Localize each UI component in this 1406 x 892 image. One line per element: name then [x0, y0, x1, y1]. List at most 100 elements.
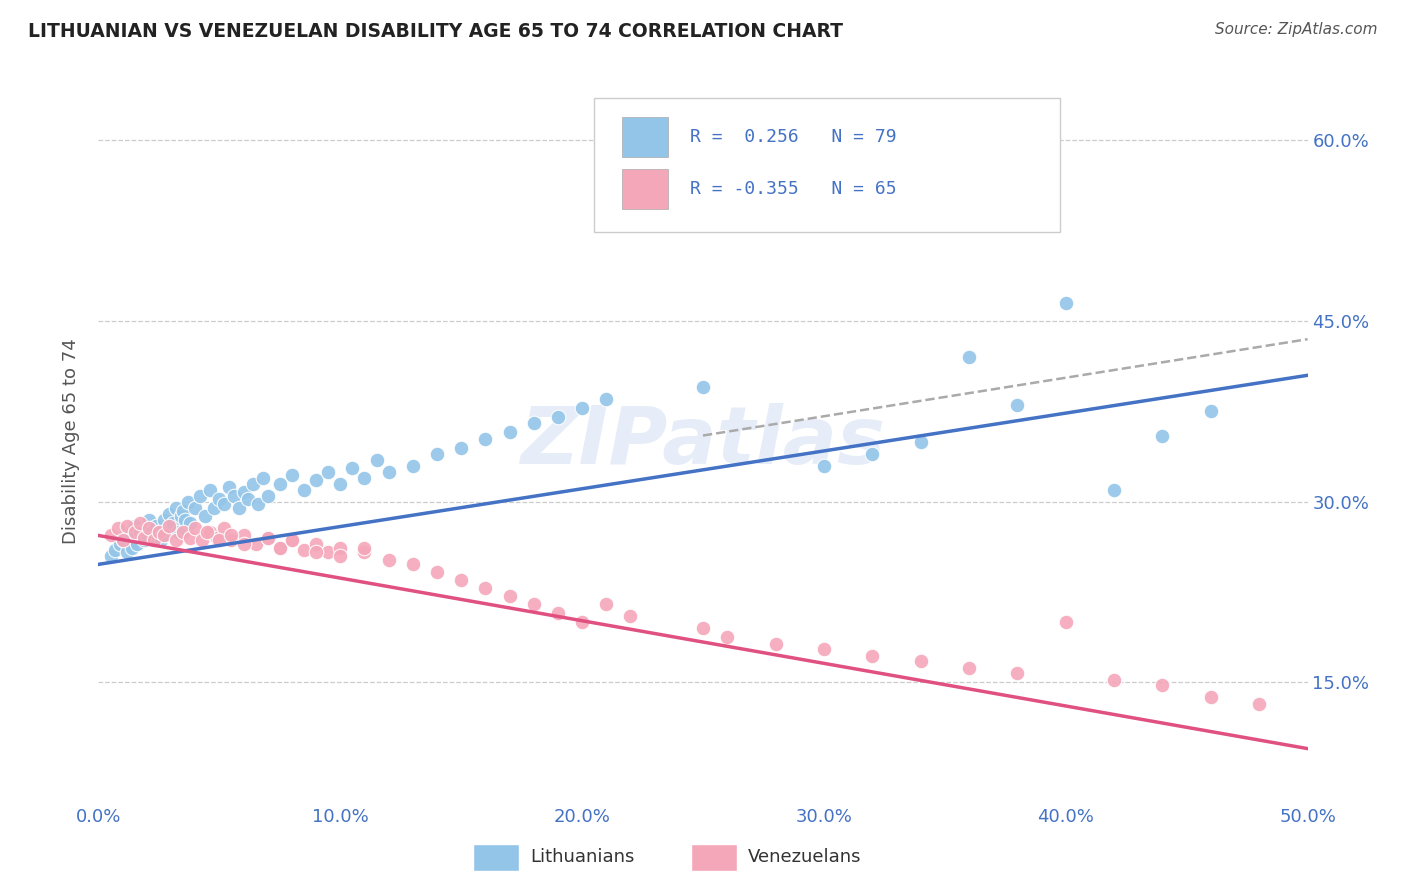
Point — [523, 597, 546, 611]
Point — [148, 524, 170, 539]
Point — [329, 476, 352, 491]
Point — [342, 461, 364, 475]
Point — [571, 401, 593, 415]
Point — [1007, 665, 1029, 680]
Y-axis label: Disability Age 65 to 74: Disability Age 65 to 74 — [62, 339, 80, 544]
Point — [1054, 296, 1077, 310]
Point — [141, 524, 163, 539]
Point — [128, 524, 150, 539]
Point — [692, 621, 714, 635]
Point — [188, 489, 211, 503]
Point — [150, 533, 173, 548]
Point — [198, 524, 221, 539]
Point — [571, 615, 593, 630]
Bar — [621, 117, 668, 156]
Point — [765, 157, 787, 171]
Point — [402, 458, 425, 473]
Text: Venezuelans: Venezuelans — [748, 848, 862, 866]
Point — [353, 541, 375, 555]
Point — [1054, 615, 1077, 630]
Point — [450, 441, 472, 455]
Point — [191, 533, 214, 548]
Point — [212, 497, 235, 511]
Point — [143, 531, 166, 545]
Point — [595, 597, 617, 611]
Point — [148, 524, 170, 539]
Point — [269, 541, 291, 555]
Point — [232, 537, 254, 551]
Point — [377, 552, 399, 566]
Point — [692, 380, 714, 394]
Point — [232, 485, 254, 500]
Text: LITHUANIAN VS VENEZUELAN DISABILITY AGE 65 TO 74 CORRELATION CHART: LITHUANIAN VS VENEZUELAN DISABILITY AGE … — [28, 22, 844, 41]
Point — [1199, 404, 1222, 418]
Point — [595, 392, 617, 407]
Point — [813, 458, 835, 473]
Point — [198, 483, 221, 497]
Point — [184, 500, 207, 515]
Point — [247, 497, 270, 511]
Point — [292, 542, 315, 557]
Point — [107, 521, 129, 535]
Point — [194, 509, 217, 524]
Point — [353, 545, 375, 559]
Point — [402, 558, 425, 572]
Point — [208, 492, 231, 507]
Text: R =  0.256   N = 79: R = 0.256 N = 79 — [690, 128, 896, 145]
Point — [1199, 690, 1222, 704]
Point — [305, 473, 328, 487]
Point — [114, 528, 136, 542]
Point — [138, 513, 160, 527]
Point — [813, 641, 835, 656]
Point — [232, 528, 254, 542]
Point — [957, 661, 980, 675]
Point — [143, 533, 166, 548]
Point — [145, 518, 167, 533]
Point — [155, 528, 177, 542]
Point — [910, 654, 932, 668]
Point — [152, 528, 174, 542]
Point — [426, 446, 449, 460]
Point — [238, 492, 260, 507]
Point — [957, 350, 980, 364]
Point — [169, 509, 191, 524]
Point — [619, 609, 641, 624]
Point — [135, 528, 157, 542]
Point — [474, 432, 496, 446]
Point — [118, 524, 141, 539]
Point — [121, 541, 143, 555]
Point — [256, 531, 278, 545]
Point — [716, 630, 738, 644]
Point — [281, 533, 304, 548]
Point — [111, 533, 134, 548]
Point — [474, 582, 496, 596]
Point — [124, 518, 146, 533]
Point — [498, 589, 520, 603]
Point — [179, 516, 201, 531]
Point — [167, 524, 190, 539]
Point — [165, 500, 187, 515]
Point — [160, 521, 183, 535]
Point — [305, 545, 328, 559]
Bar — [690, 844, 737, 871]
Text: R = -0.355   N = 65: R = -0.355 N = 65 — [690, 179, 896, 198]
Point — [256, 489, 278, 503]
Point — [172, 524, 194, 539]
Point — [245, 537, 267, 551]
Point — [205, 531, 228, 545]
Point — [174, 513, 197, 527]
Point — [221, 533, 243, 548]
Point — [269, 476, 291, 491]
Point — [138, 521, 160, 535]
Point — [157, 518, 180, 533]
Point — [104, 542, 127, 557]
Point — [547, 606, 569, 620]
Point — [1102, 673, 1125, 687]
Point — [222, 489, 245, 503]
Point — [305, 537, 328, 551]
Point — [179, 531, 201, 545]
Text: Source: ZipAtlas.com: Source: ZipAtlas.com — [1215, 22, 1378, 37]
Point — [177, 494, 200, 508]
Point — [316, 465, 339, 479]
Point — [124, 524, 146, 539]
